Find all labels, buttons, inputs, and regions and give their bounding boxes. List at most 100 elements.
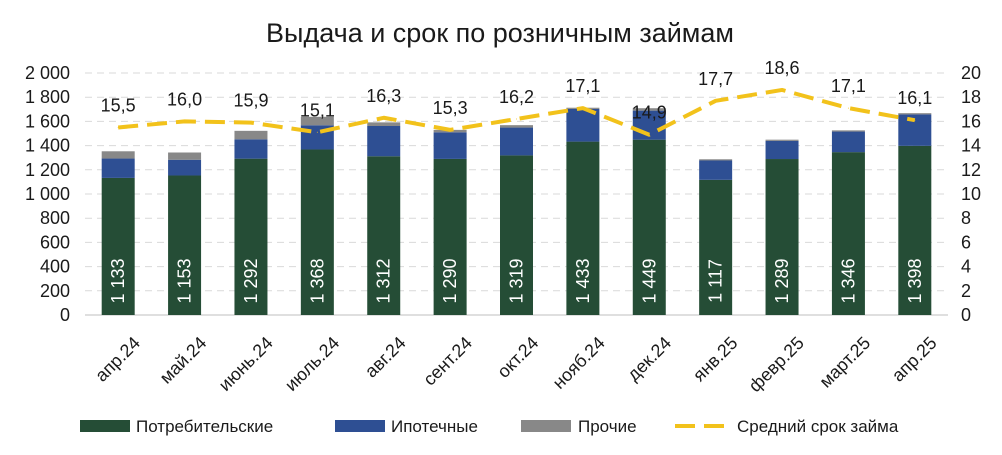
- line-point: [184, 120, 186, 122]
- y-right-tick-label: 8: [961, 208, 971, 228]
- x-tick-label: май.24: [156, 333, 211, 388]
- line-data-label: 17,1: [565, 76, 600, 96]
- bar-segment-2: [831, 131, 865, 153]
- x-tick-label: янв.25: [689, 333, 742, 386]
- x-axis: апр.24 май.24 июнь.24 июль.24 авг.24 сент.24 о…: [91, 333, 941, 396]
- bar-segment-1: [367, 156, 401, 315]
- bar-segment-1: [300, 149, 334, 315]
- y-left-tick-label: 1 000: [25, 184, 70, 204]
- bar-segment-3: [699, 159, 733, 161]
- bar-data-label: 1 449: [639, 258, 659, 303]
- bars: 1 133 1 153 1 292 1 368 1 312 1 290 1 319 1 433…: [101, 107, 932, 315]
- bar-data-label: 1 289: [772, 258, 792, 303]
- y-left-tick-label: 800: [40, 208, 70, 228]
- y-right-tick-label: 18: [961, 87, 981, 107]
- y-axis-left: 0 200 400 600 800 1 000 1 200 1 400 1 600 1 800 2 …: [25, 63, 70, 325]
- x-tick-label: дек.24: [623, 333, 675, 385]
- bar-segment-1: [765, 159, 799, 315]
- x-tick-label: окт.24: [493, 333, 542, 382]
- bar-data-label: 1 368: [307, 258, 327, 303]
- line-data-label: 15,1: [300, 100, 335, 120]
- line-point: [781, 89, 783, 91]
- bar-segment-3: [500, 125, 533, 128]
- bar-data-label: 1 117: [706, 259, 726, 303]
- line-point: [316, 131, 318, 133]
- y-right-tick-label: 6: [961, 232, 971, 252]
- line-point: [250, 122, 252, 124]
- bar-segment-3: [898, 113, 932, 115]
- bar-data-label: 1 346: [838, 258, 858, 303]
- line-series: 15,5 16,0 15,9 15,1 16,3 15,3 16,2 17,1 14,9 17,7…: [101, 58, 932, 137]
- legend-label: Средний срок займа: [737, 417, 899, 436]
- legend: Потребительские Ипотечные Прочие Средний ср…: [80, 417, 899, 436]
- line-data-label: 14,9: [632, 103, 667, 123]
- bar-segment-1: [101, 177, 135, 315]
- x-tick-label: февр.25: [745, 333, 808, 396]
- y-left-tick-label: 1 800: [25, 87, 70, 107]
- bar-data-label: 1 290: [440, 258, 460, 303]
- line-data-label: 15,3: [433, 98, 468, 118]
- y-axis-right: 0 2 4 6 8 10 12 14 16 18 20: [961, 63, 981, 325]
- x-tick-label: авг.24: [361, 333, 410, 382]
- y-right-tick-label: 14: [961, 136, 981, 156]
- bar-segment-1: [831, 152, 865, 315]
- bar-segment-3: [101, 151, 135, 159]
- bar-segment-2: [234, 139, 268, 159]
- y-left-tick-label: 0: [60, 305, 70, 325]
- line-point: [582, 107, 584, 109]
- bar-data-label: 1 312: [374, 258, 394, 303]
- line-data-label: 17,1: [831, 76, 866, 96]
- bar-segment-3: [234, 130, 268, 140]
- x-tick-label: нояб.24: [549, 333, 609, 393]
- bar-segment-2: [367, 125, 401, 157]
- y-left-tick-label: 400: [40, 257, 70, 277]
- chart-title: Выдача и срок по розничным займам: [266, 18, 734, 48]
- line-data-label: 18,6: [765, 58, 800, 78]
- legend-swatch: [335, 420, 385, 432]
- bar-segment-2: [699, 160, 733, 180]
- y-right-tick-label: 2: [961, 281, 971, 301]
- bar-segment-1: [168, 175, 202, 315]
- line-data-label: 16,3: [366, 86, 401, 106]
- legend-label: Прочие: [578, 417, 637, 436]
- x-tick-label: апр.24: [91, 333, 144, 386]
- bar-data-label: 1 292: [241, 258, 261, 303]
- x-tick-label: сент.24: [419, 333, 476, 390]
- line-data-label: 16,2: [499, 87, 534, 107]
- bar-segment-1: [699, 179, 733, 315]
- y-left-tick-label: 600: [40, 232, 70, 252]
- bar-segment-2: [765, 140, 799, 160]
- legend-swatch: [80, 420, 130, 432]
- line-point: [847, 107, 849, 109]
- line-data-label: 17,7: [698, 69, 733, 89]
- bar-segment-1: [234, 158, 268, 315]
- line-data-label: 16,1: [897, 88, 932, 108]
- y-right-tick-label: 12: [961, 160, 981, 180]
- y-right-tick-label: 0: [961, 305, 971, 325]
- y-left-tick-label: 200: [40, 281, 70, 301]
- bar-segment-2: [433, 132, 467, 159]
- bar-segment-1: [500, 155, 533, 315]
- bar-data-label: 1 153: [175, 258, 195, 303]
- line-point: [914, 119, 916, 121]
- bar-segment-2: [168, 159, 202, 176]
- y-right-tick-label: 4: [961, 257, 971, 277]
- legend-label: Потребительские: [136, 417, 273, 436]
- line-point: [648, 134, 650, 136]
- y-left-tick-label: 2 000: [25, 63, 70, 83]
- x-tick-label: апр.25: [888, 333, 941, 386]
- y-right-tick-label: 16: [961, 111, 981, 131]
- bar-data-label: 1 433: [573, 258, 593, 303]
- line-point: [516, 118, 517, 120]
- x-tick-label: июнь.24: [215, 333, 277, 395]
- bar-segment-1: [632, 139, 666, 315]
- y-left-tick-label: 1 200: [25, 160, 70, 180]
- bar-segment-1: [433, 158, 467, 315]
- bar-data-label: 1 398: [905, 258, 925, 303]
- y-right-tick-label: 20: [961, 63, 981, 83]
- bar-segment-3: [300, 116, 334, 126]
- bar-segment-3: [632, 108, 666, 111]
- bar-data-label: 1 319: [507, 258, 527, 303]
- x-tick-label: июль.24: [281, 333, 343, 395]
